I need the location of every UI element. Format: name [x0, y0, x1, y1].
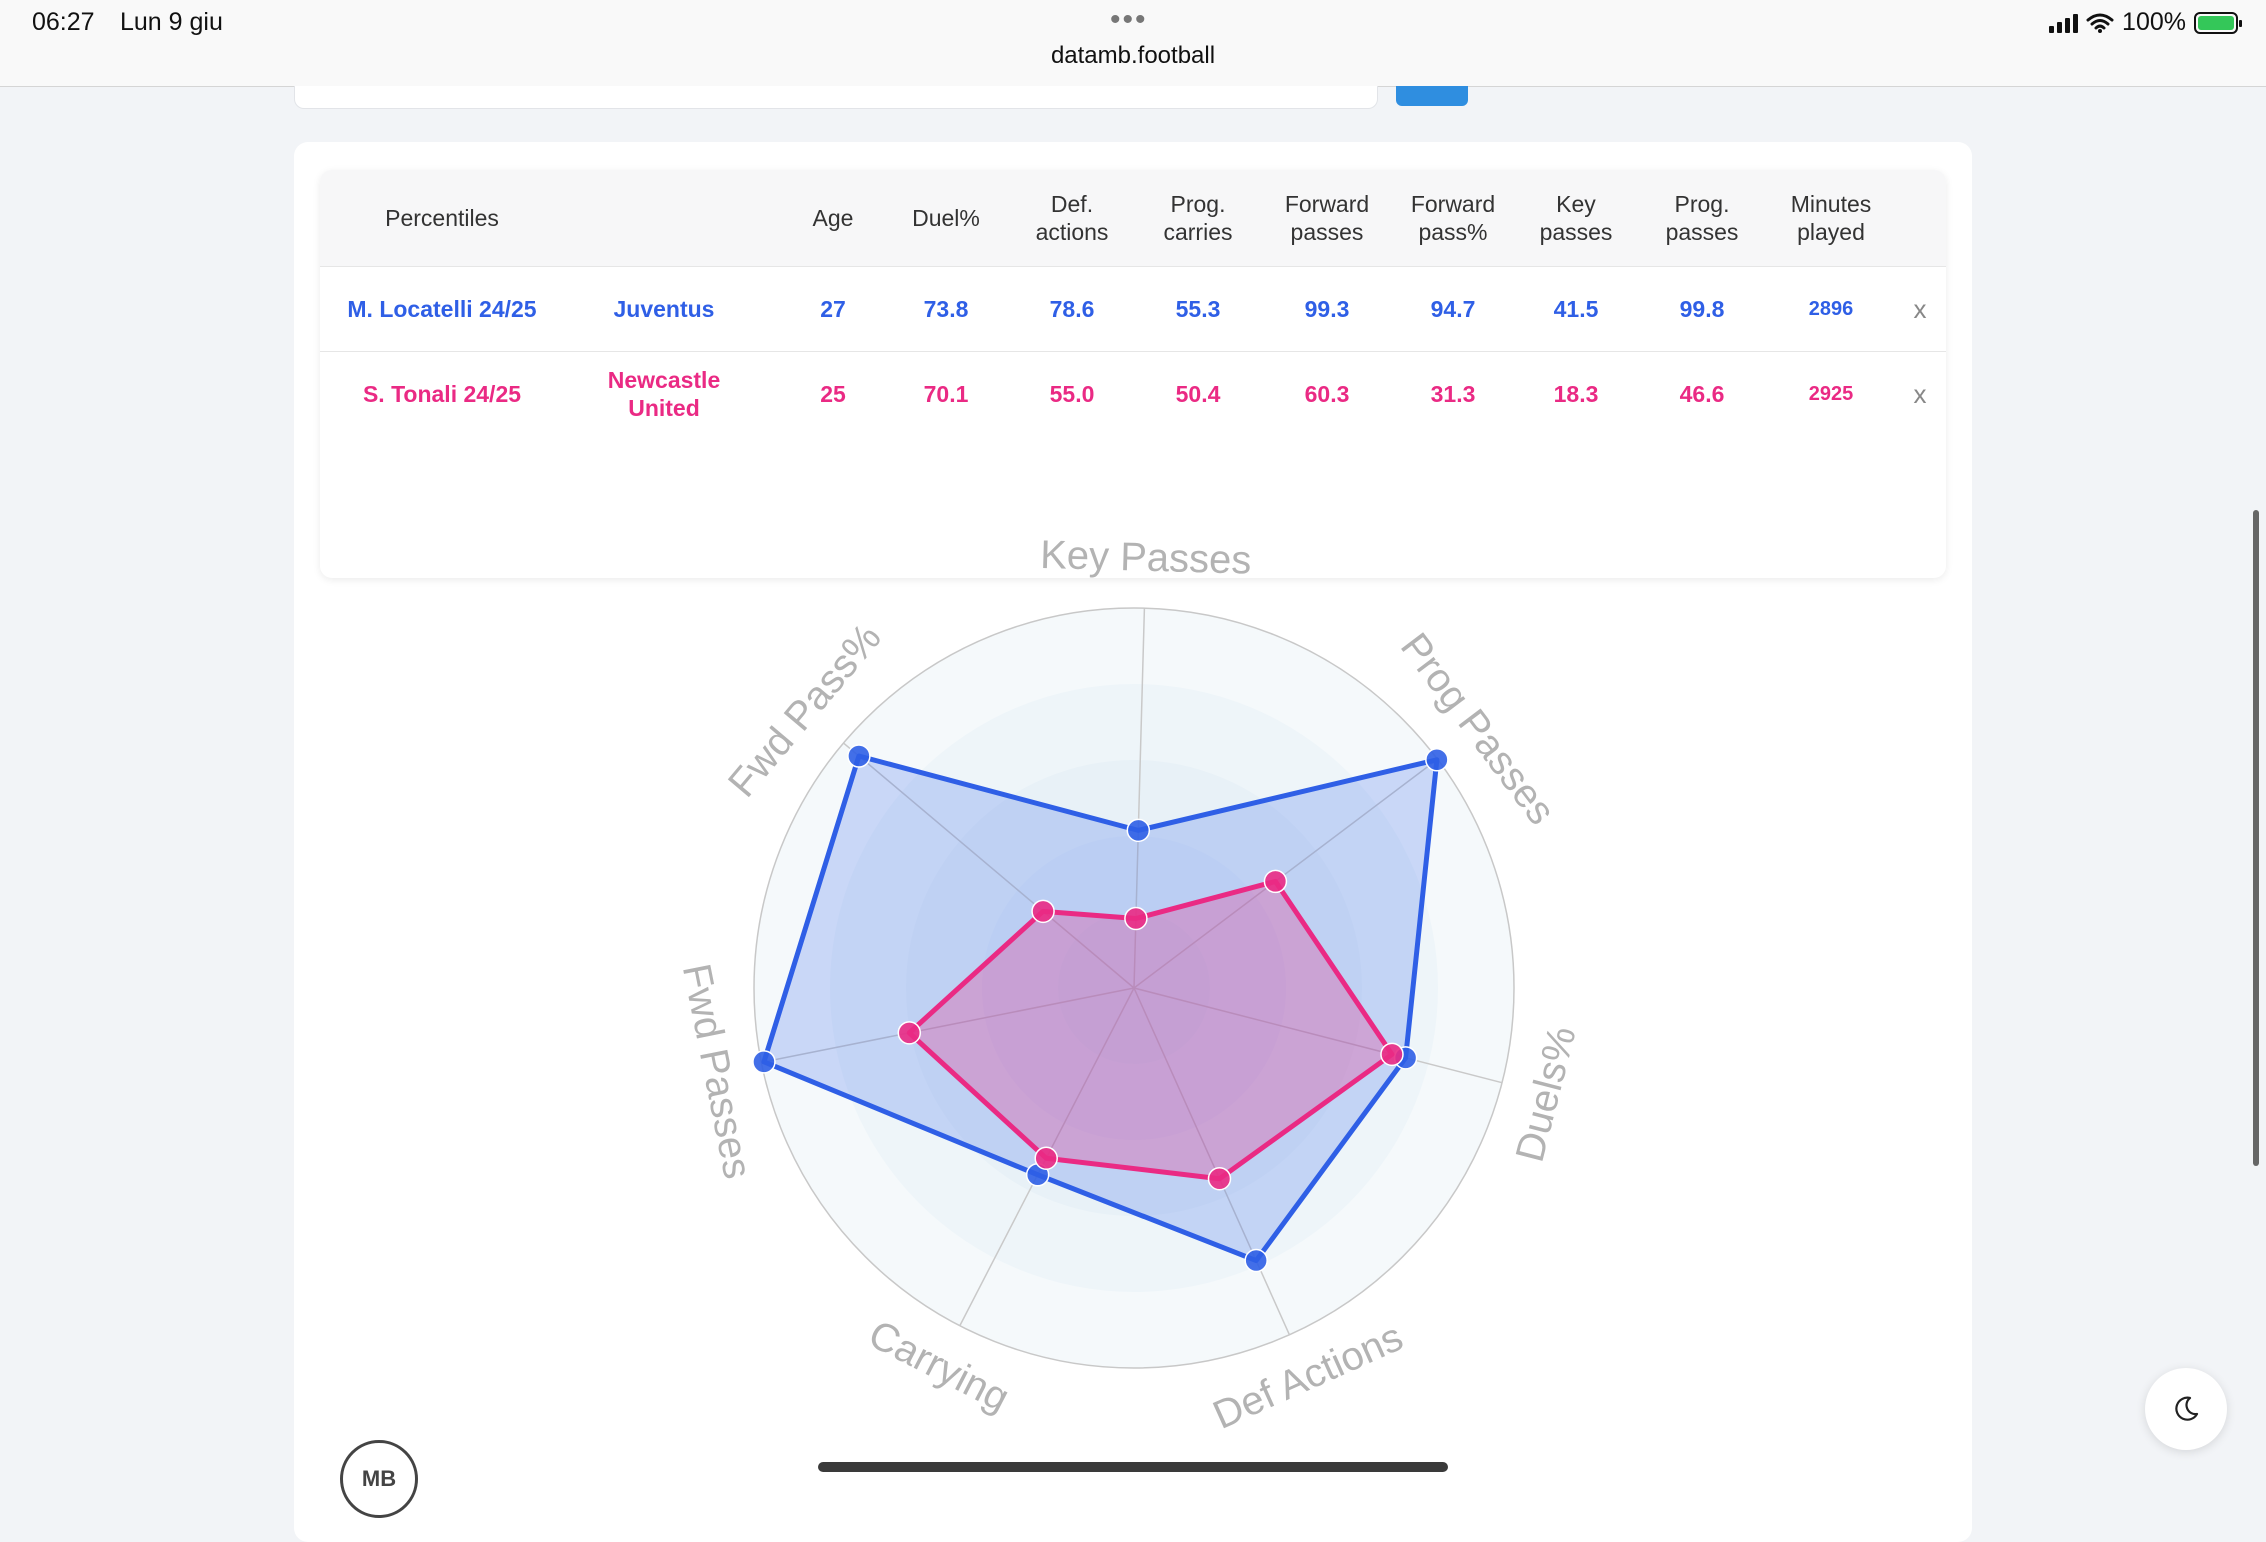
- header-prog-passes: Prog. passes: [1665, 191, 1739, 245]
- header-forward-passes: Forward passes: [1284, 191, 1370, 245]
- status-time: 06:27: [32, 8, 95, 36]
- forward-passes-cell: 99.3: [1304, 296, 1350, 322]
- scrollbar[interactable]: [2253, 510, 2259, 1166]
- forward-passes-cell: 60.3: [1304, 381, 1350, 407]
- duel-pct-cell: 73.8: [923, 296, 969, 322]
- battery-charging-icon: [2194, 11, 2242, 34]
- player-name[interactable]: S. Tonali 24/25: [362, 381, 522, 407]
- battery-percent: 100%: [2122, 8, 2186, 36]
- team-name: Newcastle United: [607, 367, 721, 421]
- cellular-signal-icon: [2049, 13, 2079, 33]
- search-button[interactable]: [1396, 86, 1468, 106]
- table-row: S. Tonali 24/25 Newcastle United 25 70.1…: [320, 352, 1946, 436]
- home-indicator[interactable]: [818, 1462, 1448, 1472]
- minutes-cell: 2925: [1808, 383, 1854, 405]
- forward-pass-pct-cell: 94.7: [1430, 296, 1476, 322]
- more-dots-icon[interactable]: •••: [1110, 3, 1148, 36]
- def-actions-cell: 78.6: [1049, 296, 1095, 322]
- player-name[interactable]: M. Locatelli 24/25: [347, 296, 537, 322]
- table-header: Percentiles Age Duel% Def. actions Prog.…: [320, 170, 1946, 267]
- status-indicators: 100%: [2049, 8, 2242, 37]
- header-minutes-played: Minutes played: [1790, 191, 1872, 245]
- header-prog-carries: Prog. carries: [1163, 191, 1233, 245]
- moon-icon: [2175, 1396, 2199, 1421]
- status-date: Lun 9 giu: [120, 8, 223, 36]
- age-cell: 25: [820, 381, 846, 407]
- prog-passes-cell: 99.8: [1679, 296, 1725, 322]
- header-duel-pct: Duel%: [912, 205, 980, 231]
- wifi-icon: [2086, 13, 2114, 33]
- prog-passes-cell: 46.6: [1679, 381, 1725, 407]
- key-passes-cell: 41.5: [1553, 296, 1599, 322]
- forward-pass-pct-cell: 31.3: [1430, 381, 1476, 407]
- team-name: Juventus: [613, 296, 715, 322]
- search-input[interactable]: [294, 86, 1378, 109]
- remove-player-button[interactable]: x: [1913, 294, 1927, 324]
- header-key-passes: Key passes: [1539, 191, 1613, 245]
- def-actions-cell: 55.0: [1049, 381, 1095, 407]
- dark-mode-toggle[interactable]: [2145, 1368, 2227, 1450]
- age-cell: 27: [820, 296, 846, 322]
- duel-pct-cell: 70.1: [923, 381, 969, 407]
- minutes-cell: 2896: [1808, 298, 1854, 320]
- header-age: Age: [812, 205, 854, 231]
- header-percentiles: Percentiles: [385, 205, 499, 231]
- header-def-actions: Def. actions: [1035, 191, 1109, 245]
- key-passes-cell: 18.3: [1553, 381, 1599, 407]
- prog-carries-cell: 55.3: [1175, 296, 1221, 322]
- address-bar[interactable]: datamb.football: [1050, 42, 1216, 69]
- percentiles-table: Percentiles Age Duel% Def. actions Prog.…: [320, 170, 1946, 578]
- header-forward-pass-pct: Forward pass%: [1410, 191, 1496, 245]
- prog-carries-cell: 50.4: [1175, 381, 1221, 407]
- remove-player-button[interactable]: x: [1913, 379, 1927, 409]
- comparison-card: Percentiles Age Duel% Def. actions Prog.…: [294, 142, 1972, 1542]
- status-bar: 06:27 Lun 9 giu ••• datamb.football 100%: [0, 0, 2266, 87]
- site-logo: MB: [340, 1440, 418, 1518]
- table-row: M. Locatelli 24/25 Juventus 27 73.8 78.6…: [320, 267, 1946, 352]
